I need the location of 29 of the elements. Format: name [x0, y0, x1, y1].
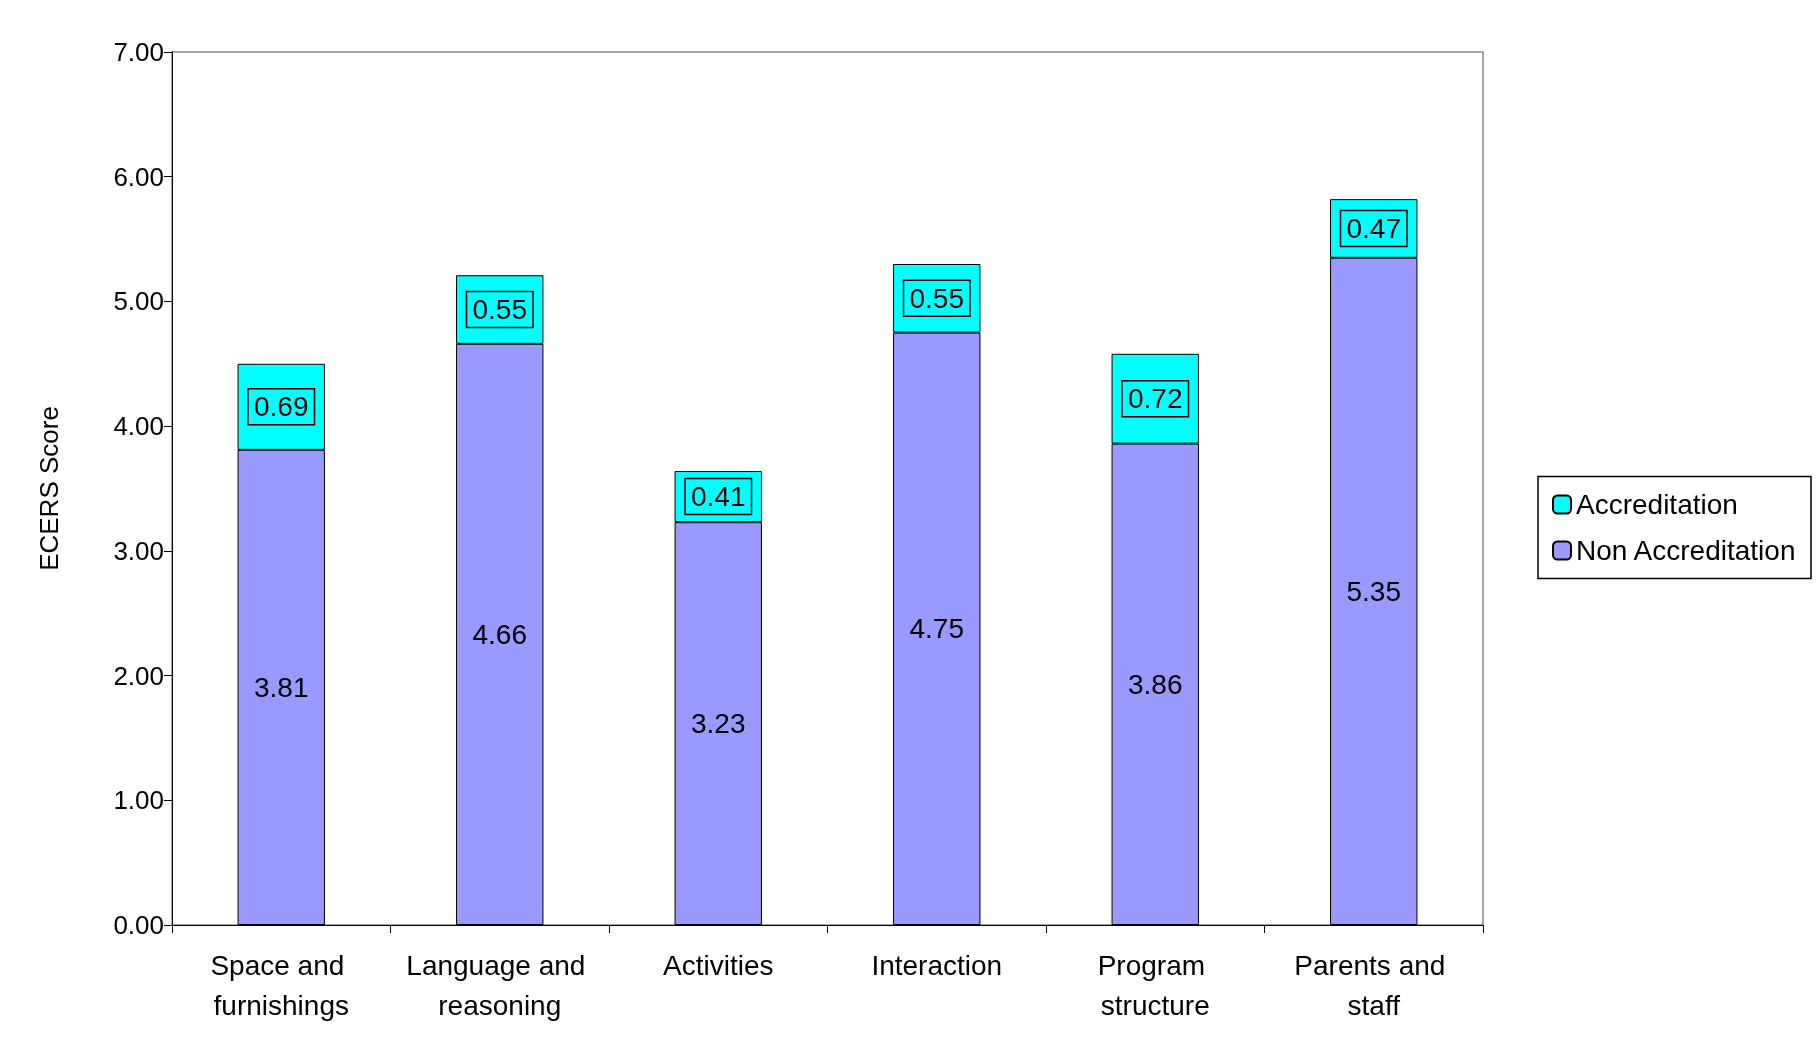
x-tick-label: Activities — [663, 949, 774, 981]
data-label: 4.75 — [909, 613, 964, 645]
data-label: 0.47 — [1346, 212, 1401, 244]
y-tick-label: 1.00 — [113, 785, 164, 816]
x-tick-label: Parents and staff — [1294, 949, 1454, 1021]
data-label: 0.41 — [691, 481, 746, 513]
data-label: 0.72 — [1128, 383, 1183, 415]
data-label: 4.66 — [472, 618, 527, 650]
legend-label: Accreditation — [1575, 489, 1738, 520]
y-tick-label: 6.00 — [113, 161, 164, 192]
y-tick-label: 7.00 — [113, 37, 164, 67]
data-label: 0.69 — [254, 391, 309, 423]
x-tick-label: Interaction — [871, 949, 1003, 981]
y-tick-label: 5.00 — [113, 286, 164, 317]
data-label: 0.55 — [472, 294, 527, 326]
data-label: 3.81 — [254, 671, 309, 703]
data-label: 3.23 — [691, 708, 746, 740]
y-tick-label: 0.00 — [113, 910, 164, 940]
data-label: 3.86 — [1128, 668, 1183, 700]
y-axis-title: ECERS Score — [34, 406, 64, 571]
data-label: 5.35 — [1346, 575, 1401, 607]
x-tick-label: Program structure — [1097, 949, 1213, 1021]
y-tick-label: 4.00 — [113, 411, 164, 442]
x-tick-label: Space and furnishings — [210, 949, 353, 1021]
data-label: 0.55 — [909, 282, 964, 314]
x-tick-label: Language and reasoning — [406, 949, 594, 1021]
y-tick-label: 2.00 — [113, 660, 164, 691]
y-tick-label: 3.00 — [113, 535, 164, 566]
legend-label: Non Accreditation — [1575, 535, 1796, 566]
